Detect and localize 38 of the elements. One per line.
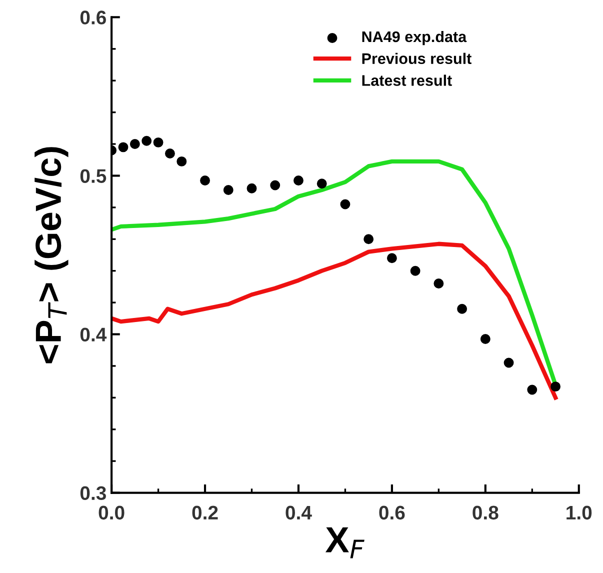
x-tick-label: 1.0: [566, 506, 592, 520]
point: [153, 137, 164, 148]
x-axis-title: X$_{F}$: [325, 527, 364, 558]
point: [200, 176, 210, 186]
point: [130, 139, 140, 149]
point: [340, 199, 350, 210]
point: [364, 234, 374, 244]
point: [434, 278, 444, 288]
point: [246, 183, 257, 194]
point: [550, 382, 560, 392]
y-tick-label: 0.4: [80, 328, 107, 342]
legend-label: Previous result: [362, 52, 472, 64]
point: [270, 180, 280, 190]
legend-label: NA49 exp.data: [362, 30, 467, 46]
point: [457, 304, 468, 314]
point: [142, 136, 152, 146]
y-axis-title: <P$_{T}$> (GeV/c): [34, 147, 68, 364]
x-tick-label: 0.4: [286, 506, 312, 520]
y-tick-label: 0.5: [80, 169, 106, 183]
point: [164, 148, 175, 158]
line-series: [112, 242, 558, 400]
point: [504, 358, 514, 368]
point: [118, 142, 128, 152]
point: [316, 178, 327, 189]
x-tick-label: 0.2: [192, 506, 218, 520]
point: [223, 185, 234, 195]
legend-label: Latest result: [362, 74, 452, 86]
point: [176, 156, 187, 166]
x-tick-label: 0.0: [98, 506, 124, 520]
x-tick-label: 0.6: [379, 506, 405, 520]
point: [294, 176, 304, 186]
y-tick-label: 0.6: [80, 10, 106, 24]
point: [386, 253, 397, 264]
y-tick-label: 0.3: [80, 486, 106, 500]
point: [410, 266, 420, 276]
point: [527, 384, 538, 395]
point: [480, 334, 490, 344]
x-tick-label: 0.8: [472, 506, 498, 520]
